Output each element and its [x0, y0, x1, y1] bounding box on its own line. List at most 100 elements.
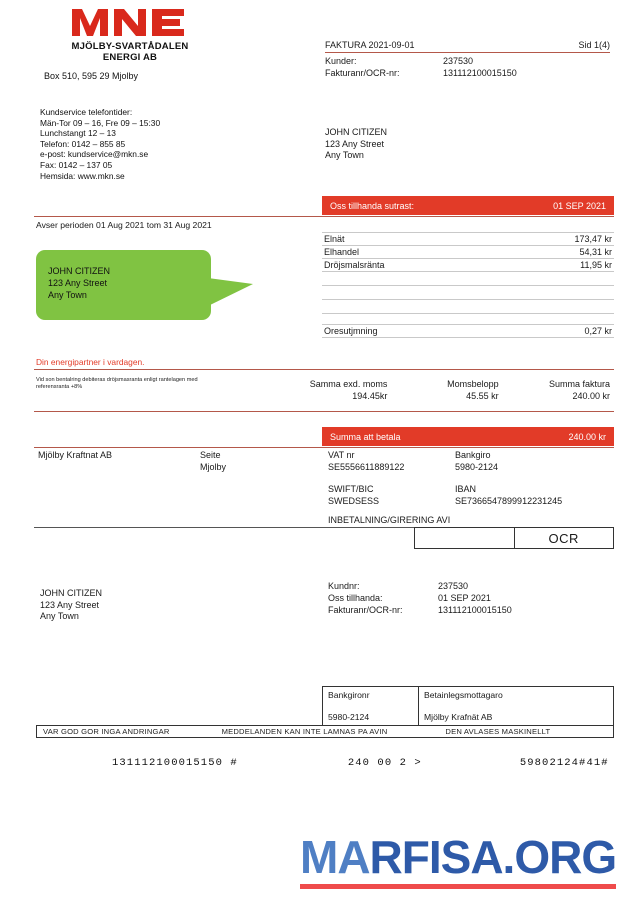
service-phone: Telefon: 0142 – 855 85	[40, 138, 126, 149]
vat-value: SE5556611889122	[328, 461, 405, 472]
rounding-row: Oresutjmning 0,27 kr	[322, 324, 614, 338]
seat-value: Mjolby	[200, 461, 227, 472]
giro-bankgiro-value: 5980-2124	[328, 712, 370, 722]
watermark-text-b: RFISA.ORG	[369, 831, 618, 883]
total-value: 240.00 kr	[572, 391, 610, 401]
bubble-tail-icon	[208, 278, 253, 306]
item-label: Elnät	[324, 234, 345, 244]
company-name: MJÖLBY-SVARTÅDALEN ENERGI AB	[40, 41, 220, 63]
service-hours-weekday: Män-Tor 09 – 16, Fre 09 – 15:30	[40, 117, 161, 128]
slip-recipient-street: 123 Any Street	[40, 599, 100, 610]
customer-number-row: Kunder: 237530	[325, 55, 610, 67]
ocr-account: 59802124#41#	[519, 757, 609, 769]
bubble-text: JOHN CITIZEN 123 Any Street Any Town	[48, 265, 110, 301]
ocr-label: OCR	[548, 530, 579, 546]
recipient-address: JOHN CITIZEN 123 Any Street Any Town	[325, 127, 387, 162]
line-items-table: Elnät 173,47 kr Elhandel 54,31 kr Dröjsm…	[322, 232, 614, 338]
slip-due-label: Oss tillhanda:	[328, 593, 383, 603]
total-label: Samma exd. moms	[309, 379, 388, 389]
footer-note-right: DEN AVLASES MASKINELLT	[445, 727, 551, 736]
total-value: 45.55 kr	[466, 391, 499, 401]
vat-label: VAT nr	[328, 450, 355, 460]
payment-slip-divider	[34, 527, 614, 528]
footer-note-center: MEDDELANDEN KAN INTE LAMNAS PA AVIN	[221, 727, 388, 736]
iban-block: IBAN SE7366547899912231245	[455, 484, 562, 507]
ocr-code-line: 131112100015150 # 240 00 2 > 59802124#41…	[36, 757, 614, 769]
table-row: Dröjsmalsränta 11,95 kr	[322, 259, 614, 272]
table-row: Elnät 173,47 kr	[322, 232, 614, 246]
issuer-seat: Seite Mjolby	[200, 450, 226, 473]
giro-bankgiro-label: Bankgironr	[328, 690, 370, 700]
bankgiro-block: Bankgiro 5980-2124	[455, 450, 498, 473]
total-value: 194.45kr	[352, 391, 388, 401]
company-address: Box 510, 595 29 Mjolby	[44, 71, 139, 81]
header-divider	[325, 52, 610, 53]
tagline-divider	[34, 369, 614, 370]
invoice-title: FAKTURA 2021-09-01	[325, 40, 415, 50]
rounding-amount: 0,27 kr	[584, 326, 612, 336]
item-amount: 173,47 kr	[574, 234, 612, 244]
swift-label: SWIFT/BIC	[328, 484, 374, 494]
giro-payee-label: Betainlegsmottagaro	[424, 690, 503, 700]
payment-slip-title: INBETALNING/GIRERING AVI	[328, 515, 451, 525]
giro-box: Bankgironr 5980-2124 Betainlegsmottagaro…	[322, 686, 614, 726]
bankgiro-value: 5980-2124	[455, 461, 499, 472]
table-row-empty	[322, 300, 614, 314]
slip-recipient-city: Any Town	[40, 611, 79, 621]
rounding-label: Oresutjmning	[324, 326, 378, 336]
company-logo-block: MJÖLBY-SVARTÅDALEN ENERGI AB Box 510, 59…	[40, 6, 220, 81]
table-row-empty	[322, 272, 614, 286]
address-bubble: JOHN CITIZEN 123 Any Street Any Town	[36, 250, 253, 330]
swift-block: SWIFT/BIC SWEDSESS	[328, 484, 379, 507]
customer-number-value: 237530	[443, 56, 474, 66]
amount-due-value: 240.00 kr	[568, 431, 606, 442]
mne-logo-icon	[72, 9, 184, 36]
service-fax: Fax: 0142 – 137 05	[40, 159, 113, 170]
total-label: Momsbelopp	[447, 379, 499, 389]
watermark-text: MARFISA.ORG	[300, 832, 620, 882]
item-label: Dröjsmalsränta	[324, 260, 385, 270]
bankgiro-label: Bankgiro	[455, 450, 491, 460]
slip-customer-row: Kundnr: 237530	[328, 580, 512, 592]
ocr-empty-cell	[415, 528, 515, 548]
invoice-number-value: 131112100015150	[443, 68, 517, 78]
customer-number-label: Kunder:	[325, 56, 357, 66]
period-divider	[34, 216, 614, 217]
invoice-number-label: Fakturanr/OCR-nr:	[325, 68, 400, 78]
total-col-net: Samma exd. moms 194.45kr	[280, 378, 391, 402]
slip-customer-value: 237530	[438, 581, 469, 591]
slip-invoice-value: 131112100015150	[438, 605, 512, 615]
recipient-street: 123 Any Street	[325, 138, 385, 149]
amount-due-label: Summa att betala	[330, 431, 401, 442]
iban-label: IBAN	[455, 484, 477, 494]
bubble-name: JOHN CITIZEN	[48, 266, 110, 276]
bubble-street: 123 Any Street	[48, 278, 108, 288]
item-amount: 11,95 kr	[580, 260, 612, 270]
amount-due-banner: Summa att betala 240.00 kr	[322, 427, 614, 446]
invoice-header: FAKTURA 2021-09-01 Sid 1(4) Kunder: 2375…	[325, 40, 610, 79]
slip-footer-strip: VAR GOD GOR INGA ANDRINGAR MEDDELANDEN K…	[36, 725, 614, 738]
payment-divider	[34, 447, 614, 448]
bubble-body	[36, 250, 211, 320]
table-row-empty	[322, 286, 614, 300]
giro-bankgiro-cell: Bankgironr 5980-2124	[323, 687, 419, 725]
service-title: Kundservice telefontider:	[40, 107, 133, 117]
totals-summary: Samma exd. moms 194.45kr Momsbelopp 45.5…	[280, 378, 614, 402]
item-amount: 54,31 kr	[579, 247, 612, 257]
total-label: Summa faktura	[548, 379, 610, 389]
service-website: Hemsida: www.mkn.se	[40, 170, 125, 181]
due-date-banner: Oss tillhanda sutrast: 01 SEP 2021	[322, 196, 614, 215]
slip-invoice-row: Fakturanr/OCR-nr: 131112100015150	[328, 604, 512, 616]
slip-details: Kundnr: 237530 Oss tillhanda: 01 SEP 202…	[328, 580, 512, 616]
table-gap	[322, 314, 614, 324]
ocr-box: OCR	[414, 527, 614, 549]
issuer-name: Mjölby Kraftnat AB	[38, 450, 113, 460]
slip-recipient-name: JOHN CITIZEN	[40, 588, 102, 598]
customer-service-block: Kundservice telefontider: Män-Tor 09 – 1…	[40, 107, 240, 181]
footer-note-left: VAR GOD GOR INGA ANDRINGAR	[43, 727, 170, 736]
giro-payee-value: Mjölby Krafnät AB	[424, 712, 493, 722]
seat-label: Seite	[200, 450, 221, 460]
slip-customer-label: Kundnr:	[328, 581, 360, 591]
invoice-number-row: Fakturanr/OCR-nr: 131112100015150	[325, 67, 610, 79]
